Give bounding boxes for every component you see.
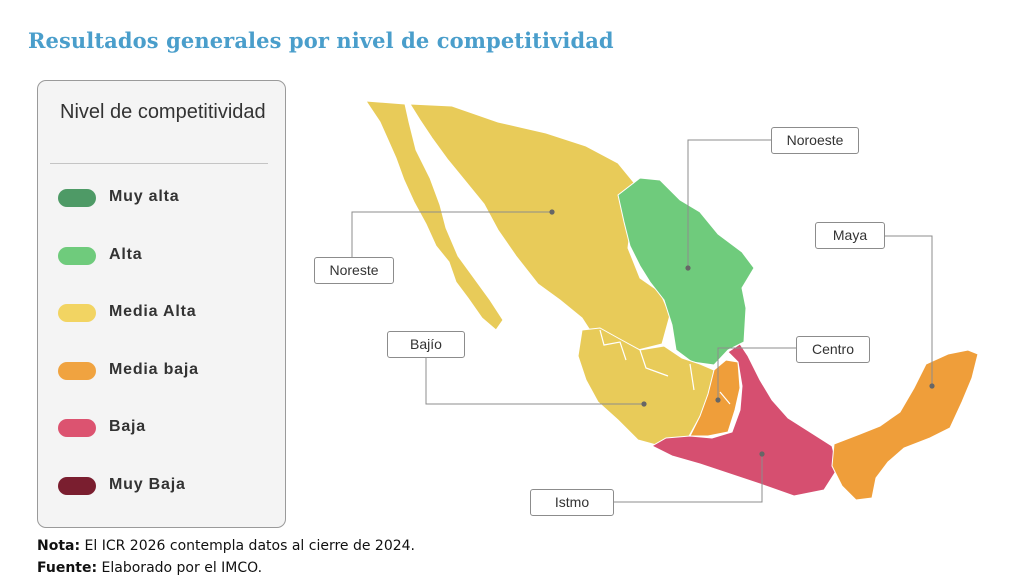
legend-label: Muy Baja [109,476,186,493]
legend-swatch-baja [58,419,96,437]
nota-label: Nota: [37,538,81,554]
state-border [599,329,731,405]
leader-line-istmo [614,454,763,503]
legend-swatch-media-alta [58,304,96,322]
legend-title: Nivel de competitividad [60,101,266,123]
anchor-dot-noreste [549,209,555,215]
callout-istmo: Istmo [530,489,614,516]
fuente-text: Elaborado por el IMCO. [97,560,263,576]
callout-bajio: Bajío [387,331,465,358]
footnote-nota: Nota: El ICR 2026 contempla datos al cie… [37,538,415,554]
callout-noreste: Noreste [314,257,394,284]
page-title: Resultados generales por nivel de compet… [28,28,614,53]
anchor-dot-centro [715,397,721,403]
legend-label: Media Alta [109,303,197,320]
anchor-dot-noroeste [685,265,691,271]
legend-swatch-media-baja [58,362,96,380]
legend-swatch-muy-baja [58,477,96,495]
leader-line-noreste [351,211,552,270]
map-svg [351,100,979,503]
legend-label: Baja [109,418,146,435]
legend-label: Muy alta [109,188,180,205]
leader-line-centro [717,347,797,400]
leader-line-maya [866,235,933,386]
legend-label: Media baja [109,361,199,378]
leader-line-bajio [425,344,644,405]
nota-text: El ICR 2026 contempla datos al cierre de… [80,538,415,554]
callout-noroeste: Noroeste [771,127,859,154]
mexico-map [300,80,1000,530]
region-noroeste-mainland[interactable] [409,103,671,353]
region-istmo[interactable] [650,343,839,497]
anchor-dot-istmo [759,451,765,457]
fuente-label: Fuente: [37,560,98,576]
callout-maya: Maya [815,222,885,249]
region-centro[interactable] [689,359,741,437]
legend-swatch-muy-alta [58,189,96,207]
legend-divider [50,163,268,164]
leader-line-noroeste [687,139,772,268]
region-noreste[interactable] [617,177,755,366]
region-noroeste-peninsula[interactable] [365,100,504,331]
anchor-dot-bajio [641,401,647,407]
footnote-fuente: Fuente: Elaborado por el IMCO. [37,560,262,576]
region-maya[interactable] [831,349,979,501]
legend: Nivel de competitividad Muy alta Alta Me… [37,80,286,528]
callout-centro: Centro [796,336,870,363]
legend-label: Alta [109,246,143,263]
legend-swatch-alta [58,247,96,265]
anchor-dot-maya [929,383,935,389]
